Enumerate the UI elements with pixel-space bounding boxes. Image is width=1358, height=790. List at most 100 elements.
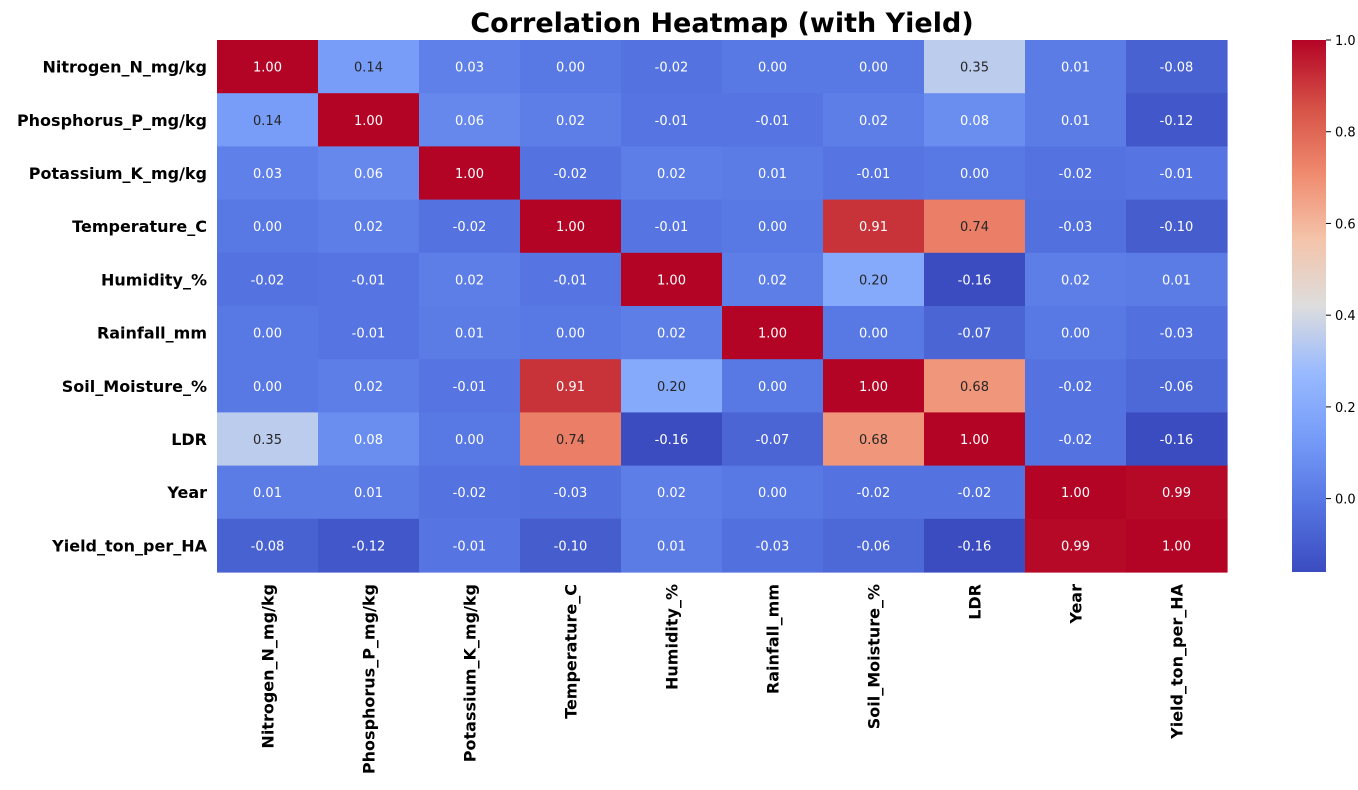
heatmap-cell bbox=[722, 465, 824, 520]
cell-value-label: -0.08 bbox=[251, 539, 285, 554]
column-label: Year bbox=[1067, 584, 1086, 625]
heatmap-cell bbox=[1025, 146, 1127, 201]
cell-value-label: 0.01 bbox=[1061, 114, 1090, 129]
heatmap-cell bbox=[621, 40, 723, 94]
heatmap-cell bbox=[520, 146, 622, 201]
cell-value-label: 0.08 bbox=[960, 114, 989, 129]
heatmap-cell bbox=[520, 306, 622, 360]
cell-value-label: 1.00 bbox=[960, 433, 989, 448]
heatmap-cell bbox=[1025, 40, 1127, 94]
heatmap-cell bbox=[419, 465, 521, 520]
cell-value-label: 0.00 bbox=[960, 167, 989, 182]
heatmap-cell bbox=[823, 518, 925, 573]
heatmap-cell bbox=[924, 412, 1026, 467]
heatmap-cell bbox=[1126, 93, 1228, 147]
row-label: Potassium_K_mg/kg bbox=[29, 164, 207, 183]
colorbar-gradient bbox=[1292, 40, 1326, 572]
cell-value-label: 0.08 bbox=[354, 433, 383, 448]
heatmap-cell bbox=[520, 252, 622, 307]
cell-value-label: 0.06 bbox=[354, 167, 383, 182]
cell-value-label: 0.03 bbox=[253, 167, 282, 182]
heatmap-cell bbox=[419, 93, 521, 147]
column-label: Soil_Moisture_% bbox=[865, 584, 884, 729]
heatmap-cell bbox=[318, 93, 420, 147]
cell-value-label: -0.16 bbox=[958, 273, 992, 288]
cell-value-label: 0.02 bbox=[859, 114, 888, 129]
cell-value-label: 0.99 bbox=[1162, 486, 1191, 501]
heatmap-cell bbox=[419, 412, 521, 467]
heatmap-cell bbox=[722, 93, 824, 147]
column-label: LDR bbox=[966, 584, 985, 620]
cell-value-label: 1.00 bbox=[455, 167, 484, 182]
heatmap-cell bbox=[419, 306, 521, 360]
cell-value-label: 0.35 bbox=[960, 61, 989, 76]
cell-value-label: 0.00 bbox=[556, 61, 585, 76]
heatmap-cell bbox=[924, 199, 1026, 254]
column-label: Temperature_C bbox=[562, 584, 581, 719]
row-label: LDR bbox=[171, 430, 207, 449]
column-label: Humidity_% bbox=[663, 584, 682, 690]
cell-value-label: -0.02 bbox=[958, 486, 992, 501]
cell-value-label: -0.01 bbox=[655, 220, 689, 235]
heatmap-cell bbox=[1126, 465, 1228, 520]
cell-value-label: 1.00 bbox=[556, 220, 585, 235]
cell-value-label: 0.01 bbox=[253, 486, 282, 501]
cell-value-label: -0.10 bbox=[554, 539, 588, 554]
heatmap-cells: 1.00 0.14 0.03 0.00 -0.02 0.00 0.00 0.35 0.01 -0.… bbox=[217, 40, 1228, 573]
heatmap-cell bbox=[722, 518, 824, 573]
cell-value-label: -0.02 bbox=[1059, 433, 1093, 448]
row-label: Soil_Moisture_% bbox=[62, 377, 207, 396]
heatmap-cell bbox=[217, 199, 319, 254]
cell-value-label: 0.00 bbox=[1061, 327, 1090, 342]
heatmap-cell bbox=[621, 465, 723, 520]
cell-value-label: 1.00 bbox=[1162, 539, 1191, 554]
cell-value-label: -0.02 bbox=[554, 167, 588, 182]
cell-value-label: -0.02 bbox=[655, 61, 689, 76]
column-label: Nitrogen_N_mg/kg bbox=[259, 584, 278, 749]
cell-value-label: -0.06 bbox=[1160, 380, 1194, 395]
cell-value-label: -0.02 bbox=[857, 486, 891, 501]
cell-value-label: 0.00 bbox=[859, 61, 888, 76]
cell-value-label: -0.10 bbox=[1160, 220, 1194, 235]
colorbar-tick-label: 0.6 bbox=[1335, 217, 1356, 232]
cell-value-label: -0.01 bbox=[554, 273, 588, 288]
cell-value-label: 0.02 bbox=[758, 273, 787, 288]
cell-value-label: 0.00 bbox=[556, 327, 585, 342]
column-label: Yield_ton_per_HA bbox=[1168, 583, 1187, 739]
cell-value-label: 1.00 bbox=[657, 273, 686, 288]
heatmap-cell bbox=[722, 199, 824, 254]
cell-value-label: 0.01 bbox=[657, 539, 686, 554]
heatmap-cell bbox=[722, 146, 824, 201]
heatmap-cell bbox=[823, 93, 925, 147]
column-labels: Nitrogen_N_mg/kg Phosphorus_P_mg/kg Potass… bbox=[259, 583, 1187, 774]
heatmap-cell bbox=[1126, 412, 1228, 467]
heatmap-cell bbox=[217, 40, 319, 94]
cell-value-label: -0.16 bbox=[958, 539, 992, 554]
row-label: Rainfall_mm bbox=[97, 324, 207, 343]
heatmap-cell bbox=[520, 518, 622, 573]
cell-value-label: 0.14 bbox=[253, 114, 282, 129]
cell-value-label: 1.00 bbox=[1061, 486, 1090, 501]
heatmap-cell bbox=[621, 306, 723, 360]
heatmap-cell bbox=[520, 359, 622, 413]
cell-value-label: 0.20 bbox=[859, 273, 888, 288]
heatmap-cell bbox=[621, 199, 723, 254]
heatmap-cell bbox=[1126, 252, 1228, 307]
heatmap-cell bbox=[924, 146, 1026, 201]
cell-value-label: 0.74 bbox=[556, 433, 585, 448]
heatmap-cell bbox=[1025, 93, 1127, 147]
heatmap-cell bbox=[318, 518, 420, 573]
heatmap-cell bbox=[823, 146, 925, 201]
cell-value-label: 0.91 bbox=[859, 220, 888, 235]
heatmap-cell bbox=[722, 306, 824, 360]
heatmap-cell bbox=[722, 359, 824, 413]
heatmap-cell bbox=[520, 465, 622, 520]
cell-value-label: 0.00 bbox=[859, 327, 888, 342]
cell-value-label: 1.00 bbox=[859, 380, 888, 395]
cell-value-label: -0.08 bbox=[1160, 61, 1194, 76]
heatmap-cell bbox=[520, 412, 622, 467]
heatmap-cell bbox=[318, 465, 420, 520]
heatmap-cell bbox=[419, 199, 521, 254]
cell-value-label: 0.00 bbox=[758, 486, 787, 501]
heatmap-cell bbox=[520, 199, 622, 254]
